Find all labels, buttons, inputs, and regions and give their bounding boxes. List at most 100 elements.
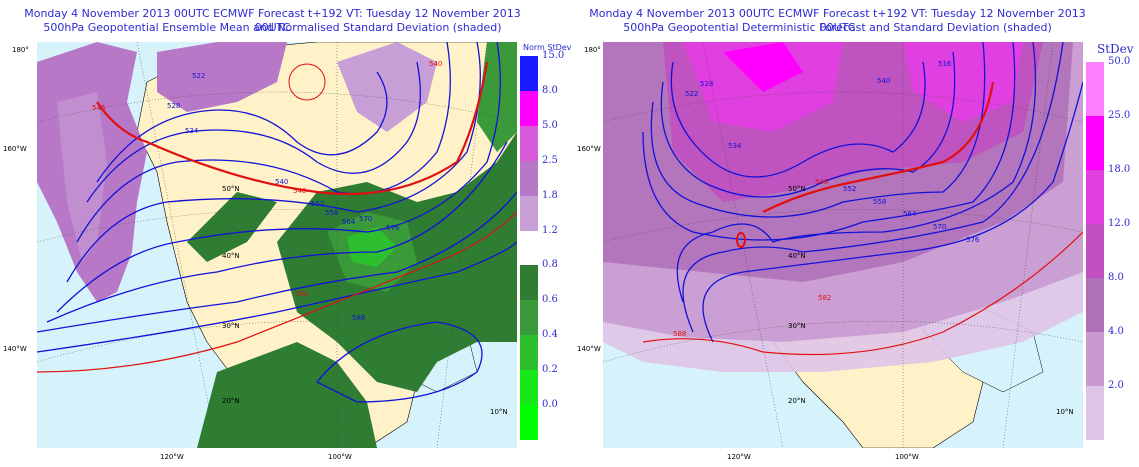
colorbar-tick-label: 0.8 [542,259,558,271]
lat-label: 40°N [788,252,806,260]
stdev-shade-25 [723,42,803,92]
graticule [37,42,517,448]
colorbar-segment [1086,116,1104,170]
contour-label: 576 [966,236,980,244]
colorbar-segment [520,230,538,266]
lon-label: 120°W [160,453,184,461]
left-map-svg [37,42,517,448]
colorbar-tick-label: 1.8 [542,189,558,201]
colorbar-tick-label: 1.2 [542,224,558,236]
colorbar-tick-label: 5.0 [542,119,558,131]
contour-label: 528 [167,102,181,110]
colorbar-segment [520,125,538,161]
lon-label: 140°W [577,345,601,353]
colorbar-segment [1086,62,1104,116]
colorbar-tick-label: 8.0 [542,84,558,96]
right-map-svg [603,42,1083,448]
colorbar-segment [520,300,538,336]
right-title-line1: Monday 4 November 2013 00UTC ECMWF Forec… [589,7,1086,34]
right-colorbar [1086,62,1104,440]
colorbar-tick-label: 0.6 [542,294,558,306]
contour-label: 564 [903,210,917,218]
lat-label: 10°N [490,408,508,416]
colorbar-segment [1086,332,1104,386]
lat-label: 30°N [788,322,806,330]
green-shade-band [187,192,277,262]
lon-label: 160°W [577,145,601,153]
contour-label: 516 [938,60,952,68]
lat-label: 50°N [788,185,806,193]
blue-contours [37,42,517,403]
colorbar-segment [520,90,538,126]
contour-label: 582 [818,294,832,302]
lat-label: 40°N [222,252,240,260]
contour-label: 546 [293,187,307,195]
contour-label: 552 [311,200,325,208]
contour-label: 546 [92,104,106,112]
lat-label: 20°N [222,397,240,405]
colorbar-tick-label: 18.0 [1108,164,1131,175]
contour-label: 558 [873,198,887,206]
lat-label: 20°N [788,397,806,405]
lat-label: 10°N [1056,408,1074,416]
left-colorbar [520,56,538,440]
purple-shade-north [157,42,287,112]
blue-contours [642,42,1083,343]
colorbar-segment [520,370,538,406]
right-title-line2: 500hPa Geopotential Deterministic Foreca… [623,21,1052,34]
left-colorbar-title: Norm StDev [523,43,572,52]
lat-label: 30°N [222,322,240,330]
contour-label: 570 [359,215,373,223]
contour-label: 564 [342,218,356,226]
left-title-line1: Monday 4 November 2013 00UTC ECMWF Forec… [24,7,521,34]
colorbar-segment [520,335,538,371]
colorbar-tick-label: 12.0 [1108,218,1131,229]
contour-label: 558 [325,209,339,217]
contour-label: 528 [700,80,714,88]
lon-label: 140°W [3,345,27,353]
colorbar-tick-label: 2.0 [1108,380,1124,391]
colorbar-segment [1086,170,1104,224]
colorbar-segment [520,265,538,301]
contour-label: 570 [933,223,947,231]
colorbar-tick-label: 8.0 [1108,272,1124,283]
colorbar-tick-label: 0.0 [542,399,558,411]
contour-label: 552 [843,185,857,193]
graticule [603,42,1083,448]
contour-label: 588 [352,314,366,322]
colorbar-tick-label: 25.0 [1108,110,1131,121]
contour-label: 582 [295,290,309,298]
colorbar-tick-label: 0.4 [542,329,558,341]
colorbar-segment [520,405,538,440]
colorbar-segment [520,56,538,91]
red-contours [642,81,1083,356]
colorbar-tick-label: 50.0 [1108,56,1131,67]
colorbar-tick-label: 4.0 [1108,326,1124,337]
left-title-line2: 500hPa Geopotential Ensemble Mean and No… [43,21,502,34]
colorbar-segment [1086,386,1104,440]
right-colorbar-title: StDev [1097,42,1134,56]
contour-label: 546 [815,178,829,186]
colorbar-tick-label: 15.0 [542,50,565,61]
lon-label: 180° [12,46,29,54]
contour-label: 576 [386,224,400,232]
contour-label: 522 [685,90,699,98]
colorbar-tick-label: 0.2 [542,364,558,376]
purple-shade-inner [57,92,107,262]
lat-label: 50°N [222,185,240,193]
contour-label: 534 [728,142,742,150]
green-shade-ne [477,42,517,152]
contour-label: 540 [429,60,443,68]
contour-label: 540 [275,178,289,186]
green-shade-core [347,227,397,267]
colorbar-tick-label: 2.5 [542,154,558,166]
lon-label: 160°W [3,145,27,153]
contour-label: 540 [877,77,891,85]
red-contours [37,61,517,373]
colorbar-segment [1086,224,1104,278]
contour-label: 588 [673,330,687,338]
contour-label: 522 [192,72,206,80]
green-shade-south [197,342,377,448]
lon-label: 120°W [727,453,751,461]
stdev-shade-18b [903,42,1023,122]
